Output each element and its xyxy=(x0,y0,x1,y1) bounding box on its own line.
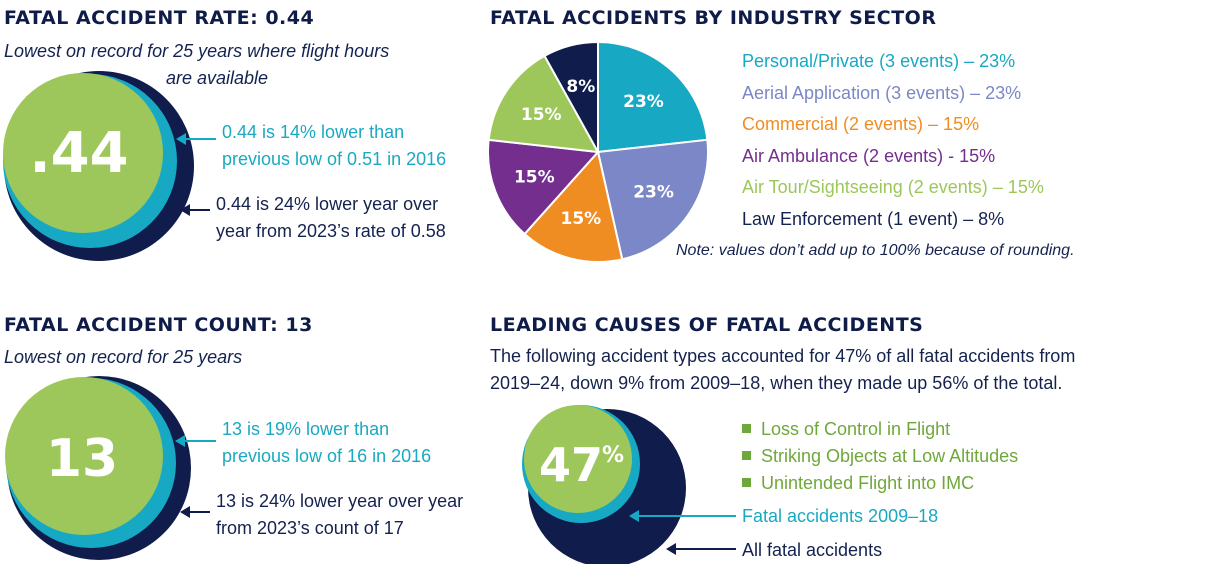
causes-big-pct: % xyxy=(602,443,624,468)
rate-navy-line2: year from 2023’s rate of 0.58 xyxy=(216,221,446,241)
legend-item-personal: Personal/Private (3 events) – 23% xyxy=(742,51,1016,71)
rate-teal-line1: 0.44 is 14% lower than xyxy=(222,122,405,142)
count-navy-line1: 13 is 24% lower year over year xyxy=(216,491,464,511)
rate-teal-arrowhead xyxy=(176,133,186,145)
bullet-icon xyxy=(742,478,751,487)
rate-teal-line2: previous low of 0.51 in 2016 xyxy=(222,149,447,169)
causes-teal-arrowhead xyxy=(629,510,639,522)
rate-big-value: .44 xyxy=(29,121,128,186)
cause-item: Loss of Control in Flight xyxy=(742,416,1018,443)
causes-heading: LEADING CAUSES OF FATAL ACCIDENTS xyxy=(490,314,924,336)
pie-slice-commercial xyxy=(523,149,624,263)
causes-big-value: 47 xyxy=(539,438,603,492)
count-subtitle: Lowest on record for 25 years xyxy=(4,347,243,367)
pie-slice-personal xyxy=(597,40,709,154)
bullet-icon xyxy=(742,451,751,460)
cause-item: Striking Objects at Low Altitudes xyxy=(742,443,1018,470)
pie-label-airtour: 15% xyxy=(521,105,562,125)
causes-navy-label: All fatal accidents xyxy=(742,540,883,560)
causes-bullet-list: Loss of Control in Flight Striking Objec… xyxy=(742,416,1018,497)
count-navy-line2: from 2023’s count of 17 xyxy=(216,518,404,538)
legend-item-law: Law Enforcement (1 event) – 8% xyxy=(742,208,1005,229)
pie-slice-airtour xyxy=(487,54,600,154)
sector-note: Note: values don’t add up to 100% becaus… xyxy=(676,242,1075,259)
pie-slice-law xyxy=(543,40,599,156)
rate-navy-line1: 0.44 is 24% lower year over xyxy=(216,194,439,214)
count-teal-line2: previous low of 16 in 2016 xyxy=(222,446,432,466)
causes-desc-line1: The following accident types accounted f… xyxy=(490,346,1076,366)
bullet-icon xyxy=(742,424,751,433)
rate-heading: FATAL ACCIDENT RATE: 0.44 xyxy=(4,7,315,29)
legend-item-ambulance: Air Ambulance (2 events) - 15% xyxy=(742,145,996,166)
causes-green-circle xyxy=(524,405,632,513)
cause-item: Unintended Flight into IMC xyxy=(742,470,1018,497)
count-big-value: 13 xyxy=(46,429,118,489)
pie-label-commercial: 15% xyxy=(561,209,602,229)
rate-navy-arrowhead xyxy=(180,204,190,216)
legend-item-commercial: Commercial (2 events) – 15% xyxy=(742,114,980,134)
rate-green-circle xyxy=(3,73,163,233)
count-green-circle xyxy=(5,377,163,535)
sector-heading: FATAL ACCIDENTS BY INDUSTRY SECTOR xyxy=(490,7,937,29)
count-teal-arrowhead xyxy=(175,435,185,447)
pie-slice-ambulance xyxy=(487,138,601,236)
pie-label-law: 8% xyxy=(566,77,595,97)
legend-item-airtour: Air Tour/Sightseeing (2 events) – 15% xyxy=(742,177,1044,197)
sector-legend: Personal/Private (3 events) – 23% Aerial… xyxy=(742,46,1044,235)
count-navy-arrowhead xyxy=(180,506,190,518)
causes-desc-line2: 2019–24, down 9% from 2009–18, when they… xyxy=(490,373,1063,393)
pie-label-aerial: 23% xyxy=(633,183,674,203)
causes-teal-label: Fatal accidents 2009–18 xyxy=(742,506,939,526)
rate-subtitle-line1: Lowest on record for 25 years where flig… xyxy=(4,41,390,61)
count-teal-line1: 13 is 19% lower than xyxy=(222,419,390,439)
pie-label-ambulance: 15% xyxy=(514,167,555,187)
pie-label-personal: 23% xyxy=(623,92,664,112)
rate-subtitle-line2: are available xyxy=(166,68,269,88)
causes-navy-arrowhead xyxy=(666,543,676,555)
pie-slice-aerial xyxy=(596,138,709,261)
legend-item-aerial: Aerial Application (3 events) – 23% xyxy=(742,82,1022,103)
count-heading: FATAL ACCIDENT COUNT: 13 xyxy=(4,314,313,336)
